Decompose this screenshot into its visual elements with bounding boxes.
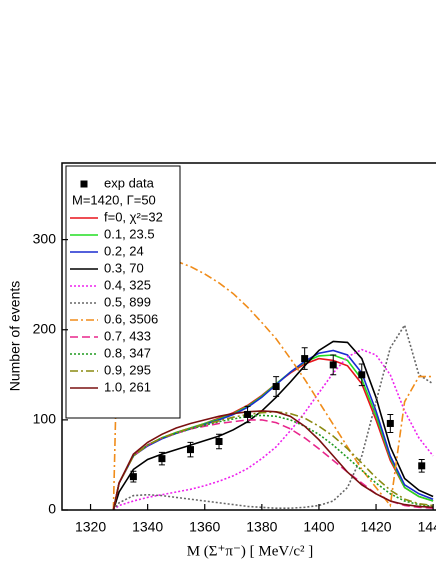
x-tick-label: 1440 (418, 519, 436, 535)
legend-label: 0.3, 70 (104, 260, 144, 275)
legend-label: 1.0, 261 (104, 379, 151, 394)
x-tick-label: 1320 (75, 519, 106, 535)
legend-label: 0.7, 433 (104, 328, 151, 343)
data-point (301, 355, 309, 363)
series-line (112, 340, 434, 510)
y-tick-label: 0 (48, 501, 56, 517)
series-line (112, 323, 434, 510)
x-tick-label: 1380 (246, 519, 277, 535)
legend-box (65, 165, 181, 419)
data-point (329, 361, 337, 369)
legend-label: 0.1, 23.5 (104, 226, 155, 241)
legend-label: 0.5, 899 (104, 294, 151, 309)
data-point (272, 383, 280, 391)
x-tick-label: 1420 (360, 519, 391, 535)
data-point (158, 455, 166, 463)
data-point (358, 371, 366, 379)
data-point (418, 462, 426, 470)
legend-label: 0.8, 347 (104, 345, 151, 360)
data-point (186, 446, 194, 454)
legend-label: 0.2, 24 (104, 243, 144, 258)
data-point (129, 473, 137, 481)
y-tick-label: 100 (33, 411, 57, 427)
data-point (244, 410, 252, 418)
legend-label: 0.6, 3506 (104, 311, 158, 326)
y-tick-label: 200 (33, 320, 57, 336)
x-axis-label: M (Σ⁺π⁻) [ MeV/c² ] (187, 543, 314, 559)
x-tick-label: 1400 (303, 519, 334, 535)
plot-area (112, 255, 434, 510)
legend-label: exp data (104, 175, 155, 190)
data-point (215, 438, 223, 446)
y-axis-label: Number of events (7, 281, 23, 392)
data-point (386, 419, 394, 427)
series-line (112, 255, 434, 510)
legend-label: 0.4, 325 (104, 277, 151, 292)
legend-label: f=0, χ²=32 (104, 209, 163, 224)
x-tick-label: 1360 (189, 519, 220, 535)
plot-frame (61, 162, 436, 511)
series-line (112, 348, 434, 510)
series-line (112, 349, 434, 510)
series-line (112, 414, 434, 510)
series-line (112, 410, 434, 510)
legend-label: 0.9, 295 (104, 362, 151, 377)
legend-marker (80, 180, 88, 188)
x-tick-label: 1340 (132, 519, 163, 535)
annotation: M=1420, Γ=50 (72, 192, 156, 207)
y-tick-label: 300 (33, 230, 57, 246)
